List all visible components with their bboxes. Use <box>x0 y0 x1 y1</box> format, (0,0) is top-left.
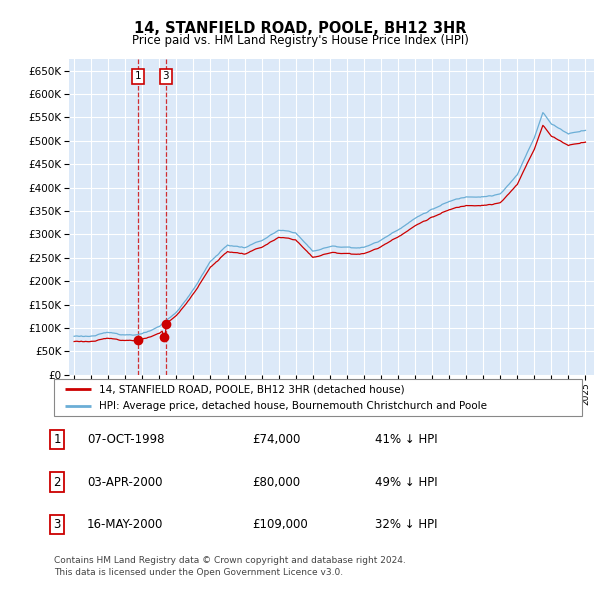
Text: 16-MAY-2000: 16-MAY-2000 <box>87 518 163 531</box>
Text: 03-APR-2000: 03-APR-2000 <box>87 476 163 489</box>
Text: 14, STANFIELD ROAD, POOLE, BH12 3HR: 14, STANFIELD ROAD, POOLE, BH12 3HR <box>134 21 466 35</box>
Text: 41% ↓ HPI: 41% ↓ HPI <box>375 433 437 446</box>
Text: Price paid vs. HM Land Registry's House Price Index (HPI): Price paid vs. HM Land Registry's House … <box>131 34 469 47</box>
Text: HPI: Average price, detached house, Bournemouth Christchurch and Poole: HPI: Average price, detached house, Bour… <box>99 401 487 411</box>
Text: 14, STANFIELD ROAD, POOLE, BH12 3HR (detached house): 14, STANFIELD ROAD, POOLE, BH12 3HR (det… <box>99 384 404 394</box>
Text: 1: 1 <box>135 71 142 81</box>
Text: 1: 1 <box>53 433 61 446</box>
Text: £80,000: £80,000 <box>252 476 300 489</box>
FancyBboxPatch shape <box>54 379 582 416</box>
Text: 07-OCT-1998: 07-OCT-1998 <box>87 433 164 446</box>
Text: Contains HM Land Registry data © Crown copyright and database right 2024.: Contains HM Land Registry data © Crown c… <box>54 556 406 565</box>
Text: £74,000: £74,000 <box>252 433 301 446</box>
Text: £109,000: £109,000 <box>252 518 308 531</box>
Text: This data is licensed under the Open Government Licence v3.0.: This data is licensed under the Open Gov… <box>54 568 343 577</box>
Text: 49% ↓ HPI: 49% ↓ HPI <box>375 476 437 489</box>
Text: 3: 3 <box>163 71 169 81</box>
Text: 32% ↓ HPI: 32% ↓ HPI <box>375 518 437 531</box>
Text: 2: 2 <box>53 476 61 489</box>
Text: 3: 3 <box>53 518 61 531</box>
